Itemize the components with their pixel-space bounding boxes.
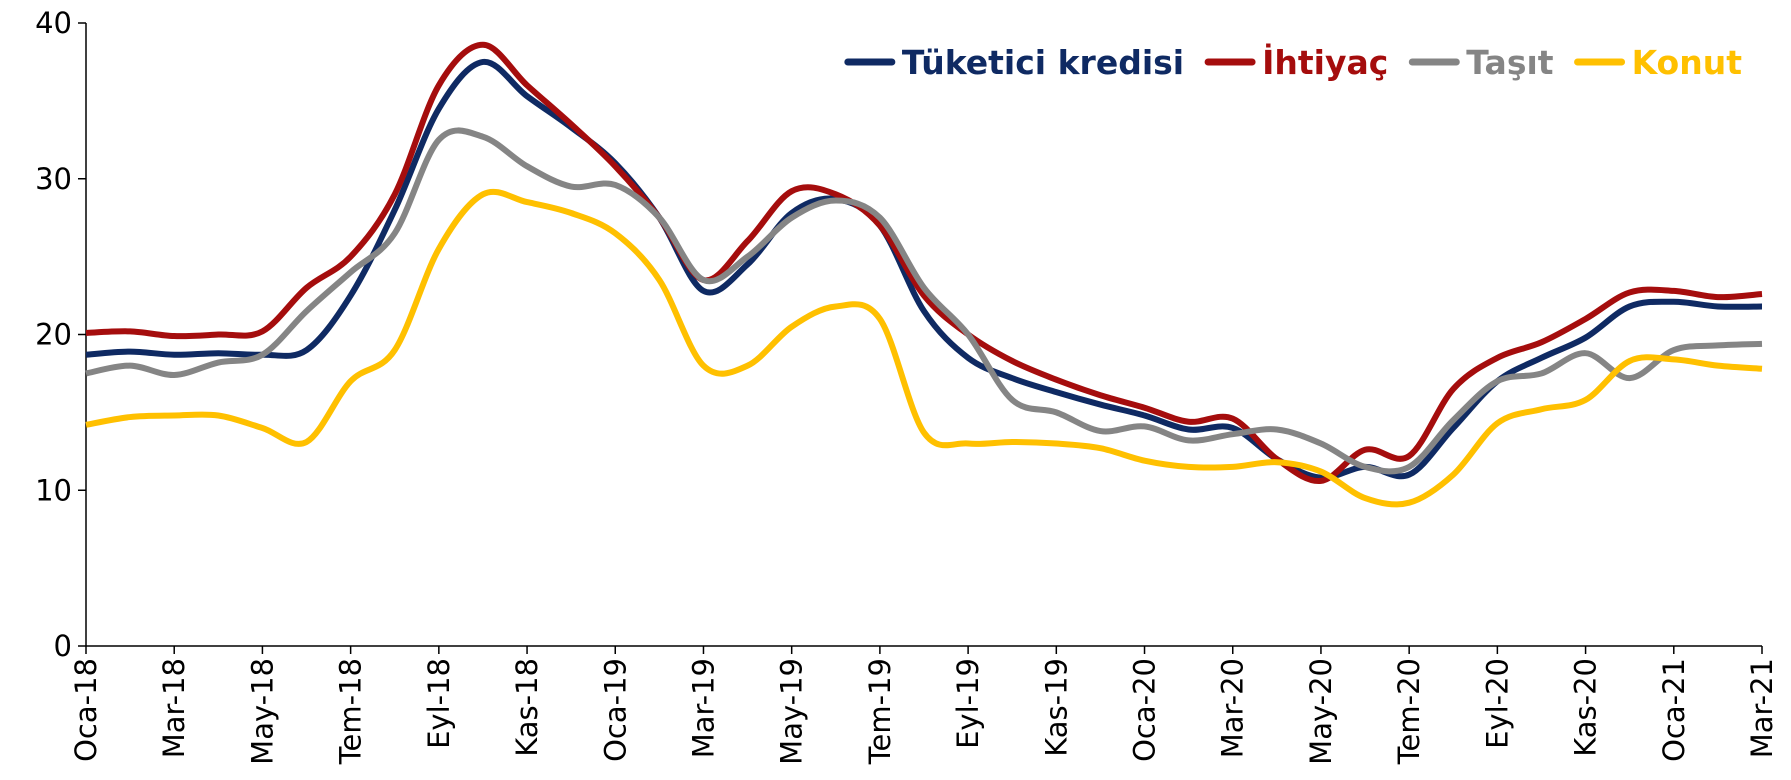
legend-label: Taşıt	[1466, 43, 1553, 82]
x-tick-label: Mar-18	[157, 658, 191, 758]
y-tick-label: 0	[54, 629, 72, 663]
x-tick-label: Kas-19	[1039, 658, 1073, 757]
legend: Tüketici kredisi İhtiyaç Taşıt Konut	[844, 42, 1743, 82]
x-tick-label: Kas-18	[510, 658, 544, 757]
series-line	[85, 58, 1763, 481]
x-tick-label: Eyl-18	[422, 658, 456, 749]
series-line	[85, 188, 1763, 508]
x-tick-label: Mar-20	[1216, 658, 1250, 758]
x-tick-label: Eyl-20	[1480, 658, 1514, 749]
y-tick-label: 30	[35, 162, 72, 196]
series-line	[85, 127, 1763, 475]
y-tick-label: 10	[35, 473, 72, 507]
y-tick-label: 20	[35, 318, 72, 352]
y-tick-label: 40	[35, 6, 72, 40]
series-line	[85, 41, 1763, 484]
legend-label: Tüketici kredisi	[902, 43, 1184, 82]
x-tick-label: Eyl-19	[951, 658, 985, 749]
x-tick-label: May-20	[1304, 658, 1338, 765]
x-tick-label: Tem-19	[863, 658, 897, 765]
x-tick-label: May-19	[775, 658, 809, 765]
x-tick-label: Oca-20	[1128, 658, 1162, 762]
x-tick-label: Mar-19	[686, 658, 720, 758]
x-tick-label: May-18	[245, 658, 279, 765]
x-tick-label: Tem-18	[334, 658, 368, 765]
x-tick-label: Kas-20	[1569, 658, 1603, 757]
x-tick-label: Tem-20	[1392, 658, 1426, 765]
x-tick-label: Oca-18	[69, 658, 103, 762]
legend-label: İhtiyaç	[1262, 42, 1388, 82]
x-tick-label: Oca-21	[1657, 658, 1691, 762]
legend-label: Konut	[1632, 43, 1743, 82]
x-tick-label: Mar-21	[1745, 658, 1779, 758]
x-tick-label: Oca-19	[598, 658, 632, 762]
